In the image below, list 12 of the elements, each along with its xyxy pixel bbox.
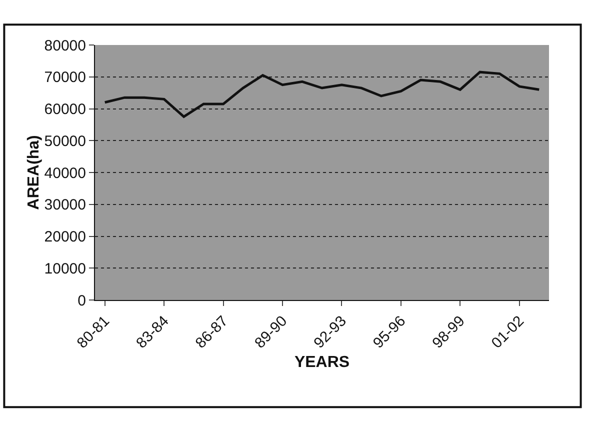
y-tick-label: 20000 [44,228,86,246]
line-series [104,70,540,118]
y-tick-label: 0 [78,292,86,310]
y-axis-title: AREA(ha) [25,135,42,210]
y-tick-label: 40000 [44,164,86,182]
y-tick-label: 50000 [44,132,86,150]
y-tick-label: 30000 [44,196,86,214]
y-tick-label: 80000 [44,37,86,54]
y-tick-label: 10000 [44,260,86,278]
x-axis-title: YEARS [294,354,350,371]
y-tick-label: 60000 [44,101,86,118]
y-tick-label: 70000 [44,69,86,86]
